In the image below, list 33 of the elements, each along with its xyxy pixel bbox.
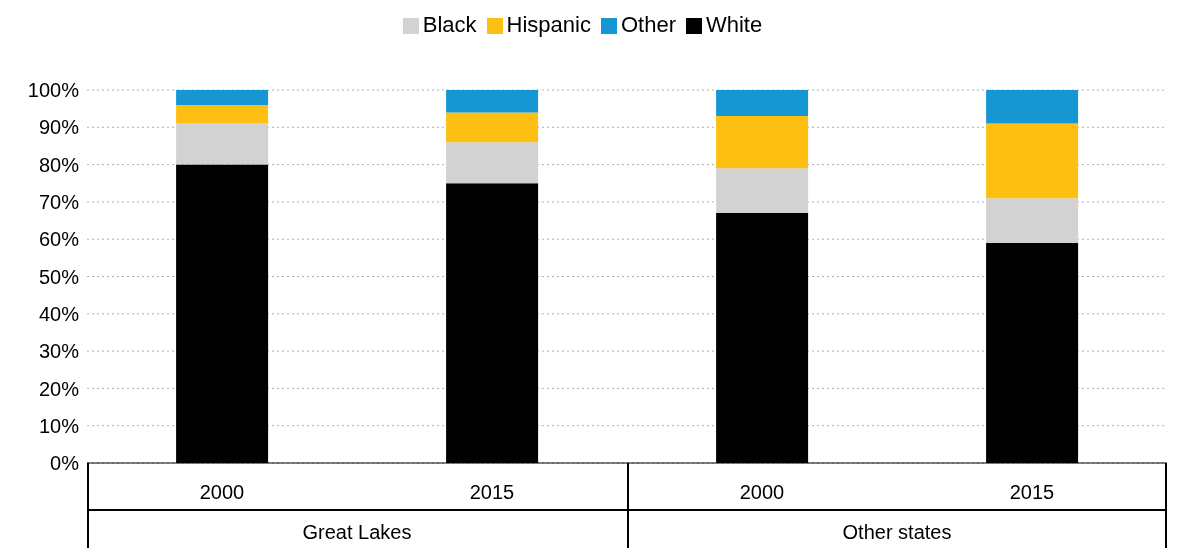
x-tick-label: 2000 <box>199 481 245 504</box>
y-tick-label: 70% <box>38 191 80 213</box>
bar <box>176 90 269 105</box>
x-tick-label: 2000 <box>739 481 785 504</box>
bar <box>446 90 539 113</box>
y-tick-label: 50% <box>38 265 80 288</box>
y-tick-label: 90% <box>38 116 80 139</box>
bar <box>446 142 539 184</box>
x-tick-label: 2015 <box>1009 481 1055 504</box>
bar <box>986 90 1079 124</box>
bar <box>986 123 1079 199</box>
bar <box>446 112 539 143</box>
y-tick-label: 40% <box>38 302 80 325</box>
legend-label: White <box>705 12 763 37</box>
text: Great Lakes <box>301 521 413 544</box>
y-tick-label: 60% <box>38 228 80 251</box>
bar <box>176 123 269 165</box>
bar <box>176 104 269 124</box>
legend-label: Hispanic <box>506 12 591 37</box>
bar <box>986 198 1079 243</box>
bar <box>716 168 809 214</box>
bar <box>716 116 809 169</box>
y-tick-label: 80% <box>38 153 80 176</box>
y-tick-label: 0% <box>50 452 80 475</box>
y-tick-label: 30% <box>38 340 80 363</box>
legend-label: Other <box>620 12 676 37</box>
y-tick-label: 100% <box>27 79 80 102</box>
y-tick-label: 10% <box>38 414 80 437</box>
y-tick-label: 20% <box>38 377 80 400</box>
legend-label: Black <box>422 12 477 37</box>
x-tick-label: 2015 <box>469 481 515 504</box>
text: Other states <box>841 521 953 544</box>
bar <box>716 90 809 117</box>
